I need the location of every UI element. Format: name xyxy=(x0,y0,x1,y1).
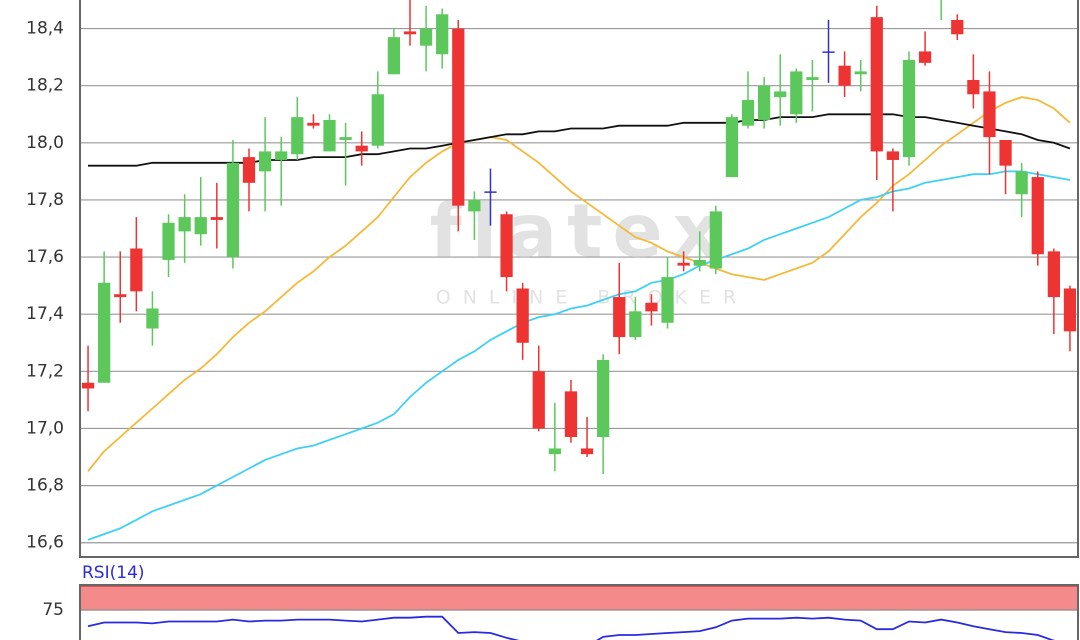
candle-body xyxy=(597,359,610,438)
price-frame xyxy=(79,0,1079,558)
candle-body xyxy=(291,117,304,155)
candle-body xyxy=(854,71,867,75)
candle-body xyxy=(81,382,95,389)
candle-body xyxy=(226,162,240,258)
candle-body xyxy=(1047,251,1060,298)
y-tick-label: 17,2 xyxy=(26,361,64,381)
candle-body xyxy=(564,391,578,438)
candle-body xyxy=(162,222,175,260)
candle-body xyxy=(725,117,739,178)
y-tick-label: 17,0 xyxy=(26,418,64,438)
candle-body xyxy=(339,137,352,140)
candle-body xyxy=(661,277,674,323)
y-tick-label: 17,6 xyxy=(26,247,64,267)
candle-body xyxy=(629,311,642,338)
candle-body xyxy=(1063,288,1077,332)
candle-body xyxy=(886,151,900,160)
candle-body xyxy=(403,31,417,35)
y-tick-label: 16,6 xyxy=(26,533,64,553)
candle-body xyxy=(1015,171,1028,195)
candle-body xyxy=(146,308,159,329)
candle-body xyxy=(693,259,706,266)
candle-body xyxy=(822,51,835,53)
candle-body xyxy=(902,59,916,158)
candle-body xyxy=(258,151,272,172)
candle-body xyxy=(1031,177,1044,255)
candle-body xyxy=(468,199,481,212)
candle-body xyxy=(677,262,690,266)
axis-labels: 16,6 16,8 17,0 17,2 17,4 17,6 17,8 18,0 18,2 18,4… xyxy=(26,19,144,620)
candle-body xyxy=(436,14,449,55)
candle-body xyxy=(983,91,996,138)
panel-title: RSI(14) xyxy=(82,563,145,583)
candle-body xyxy=(516,288,529,343)
candle-body xyxy=(967,79,980,95)
candle-body xyxy=(838,65,851,86)
candle-body xyxy=(178,217,191,232)
candle-body xyxy=(790,71,803,115)
candle-body xyxy=(548,448,561,455)
candle-body xyxy=(500,214,513,278)
candle-body xyxy=(870,17,883,152)
y-tick-label: 18,4 xyxy=(26,19,64,39)
candle-body xyxy=(98,282,111,383)
candle-body xyxy=(645,302,658,312)
candle-body xyxy=(371,94,384,146)
y-tick-label: 16,8 xyxy=(26,476,64,496)
candle-body xyxy=(242,157,256,183)
candle-body xyxy=(613,297,626,338)
candle-body xyxy=(387,37,401,75)
candle-body xyxy=(806,77,819,80)
candle-body xyxy=(532,371,545,429)
candle-body xyxy=(580,448,594,455)
candle-body xyxy=(999,139,1012,166)
candle-body xyxy=(918,51,932,63)
candle-body xyxy=(210,217,223,220)
rsi-panel xyxy=(80,585,1078,640)
rsi-frame xyxy=(79,584,1079,640)
y-tick-label: 18,0 xyxy=(26,133,64,153)
watermark-subtitle: ONLINE BROKER xyxy=(436,287,748,309)
candle-body xyxy=(757,85,771,120)
candle-body xyxy=(951,19,964,35)
y-tick-label: 17,4 xyxy=(26,304,64,324)
rsi-line xyxy=(87,615,1056,640)
candle-body xyxy=(194,217,207,235)
candle-body xyxy=(452,28,465,206)
candle-body xyxy=(307,122,320,126)
moving-average xyxy=(87,170,1071,541)
overbought-zone xyxy=(80,585,1078,611)
candle-body xyxy=(774,91,787,98)
candle-body xyxy=(741,99,755,126)
candle-body xyxy=(484,191,497,193)
candle-body xyxy=(709,211,722,269)
y-tick-label: 18,2 xyxy=(26,76,64,96)
candle-body xyxy=(130,248,143,292)
candle-body xyxy=(275,151,288,160)
candle-body xyxy=(114,294,127,298)
candle-body xyxy=(419,28,433,46)
y-tick-label: 75 xyxy=(42,600,64,620)
candle-body xyxy=(355,145,368,152)
moving-average xyxy=(87,96,1071,472)
candle-body xyxy=(323,119,336,152)
y-tick-label: 17,8 xyxy=(26,190,64,210)
